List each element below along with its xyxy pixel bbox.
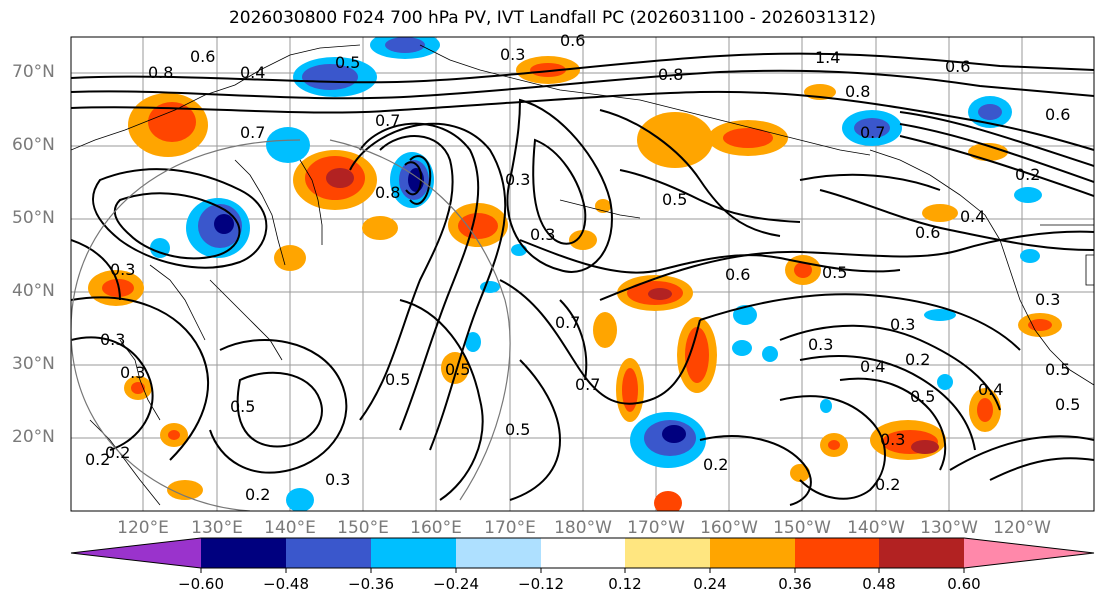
contour-label: 0.3 bbox=[500, 45, 525, 64]
lon-label: 180°W bbox=[554, 518, 612, 538]
colorbar bbox=[70, 537, 1095, 573]
colorbar-tick-label: −0.12 bbox=[518, 575, 564, 593]
lat-label: 50°N bbox=[12, 208, 55, 228]
contour-label: 0.2 bbox=[1015, 165, 1040, 184]
colorbar-extend-low bbox=[71, 538, 201, 568]
contour-label: 0.5 bbox=[385, 370, 410, 389]
contour-label: 0.5 bbox=[230, 397, 255, 416]
colorbar-tick-label: −0.60 bbox=[178, 575, 224, 593]
contour-label: 0.3 bbox=[325, 470, 350, 489]
contour-label: 0.5 bbox=[1055, 395, 1080, 414]
lat-label: 60°N bbox=[12, 135, 55, 155]
map-title: 2026030800 F024 700 hPa PV, IVT Landfall… bbox=[228, 8, 876, 28]
contour-label: 0.2 bbox=[105, 443, 130, 462]
map-frame bbox=[70, 36, 1095, 512]
contour-label: 0.4 bbox=[960, 207, 985, 226]
colorbar-tick-label: −0.48 bbox=[263, 575, 309, 593]
lon-label: 150°E bbox=[337, 518, 389, 538]
colorbar-segment bbox=[710, 538, 795, 568]
contour-label: 0.8 bbox=[845, 82, 870, 101]
contour-label: 0.5 bbox=[335, 53, 360, 72]
contour-label: 0.5 bbox=[662, 190, 687, 209]
contour-label: 0.3 bbox=[110, 260, 135, 279]
contour-label: 0.8 bbox=[658, 65, 683, 84]
colorbar-segment bbox=[625, 538, 710, 568]
contour-label: 0.7 bbox=[860, 123, 885, 142]
colorbar-tick-label: 0.60 bbox=[947, 575, 981, 593]
contour-label: 0.5 bbox=[445, 360, 470, 379]
contour-label: 0.8 bbox=[375, 183, 400, 202]
lat-label: 40°N bbox=[12, 281, 55, 301]
lon-label: 140°E bbox=[264, 518, 316, 538]
contour-label: 0.6 bbox=[190, 47, 215, 66]
contour-label: 0.3 bbox=[880, 430, 905, 449]
contour-label: 0.2 bbox=[85, 450, 110, 469]
contour-label: 0.2 bbox=[703, 455, 728, 474]
colorbar-tick-label: 0.36 bbox=[778, 575, 812, 593]
lon-label: 160°W bbox=[700, 518, 758, 538]
colorbar-tick-label: 0.12 bbox=[608, 575, 642, 593]
contour-labels: 0.8 0.6 0.4 0.5 0.3 0.7 0.6 1.4 0.8 0.6 … bbox=[85, 31, 1080, 504]
lon-label: 130°E bbox=[191, 518, 243, 538]
contour-label: 0.5 bbox=[1045, 360, 1070, 379]
contour-label: 0.4 bbox=[860, 357, 885, 376]
lon-label: 160°E bbox=[410, 518, 462, 538]
contour-label: 0.3 bbox=[100, 330, 125, 349]
colorbar-segment bbox=[201, 538, 286, 568]
contour-label: 0.7 bbox=[575, 375, 600, 394]
contour-label: 0.5 bbox=[505, 420, 530, 439]
colorbar-tick-label: −0.24 bbox=[433, 575, 479, 593]
lon-label: 170°W bbox=[627, 518, 685, 538]
ivt-contours bbox=[71, 52, 1094, 506]
lon-label: 170°E bbox=[484, 518, 536, 538]
contour-label: 0.7 bbox=[375, 111, 400, 130]
contour-label: 0.2 bbox=[905, 350, 930, 369]
colorbar-tick-label: −0.36 bbox=[348, 575, 394, 593]
colorbar-extend-high bbox=[964, 538, 1094, 568]
contour-label: 1.4 bbox=[815, 48, 840, 67]
contour-label: 0.3 bbox=[505, 170, 530, 189]
contour-label: 0.3 bbox=[808, 335, 833, 354]
contour-label: 0.3 bbox=[530, 225, 555, 244]
lat-label: 20°N bbox=[12, 427, 55, 447]
contour-label: 0.2 bbox=[245, 485, 270, 504]
contour-label: 0.4 bbox=[240, 63, 265, 82]
colorbar-tick-label: 0.24 bbox=[693, 575, 727, 593]
lon-label: 120°E bbox=[117, 518, 169, 538]
contour-label: 0.7 bbox=[555, 313, 580, 332]
lon-label: 130°W bbox=[920, 518, 978, 538]
contour-label: 0.5 bbox=[910, 387, 935, 406]
colorbar-segment bbox=[286, 538, 371, 568]
lon-label: 120°W bbox=[993, 518, 1051, 538]
contour-label: 0.4 bbox=[978, 380, 1003, 399]
lat-label: 70°N bbox=[12, 62, 55, 82]
colorbar-segment bbox=[879, 538, 964, 568]
colorbar-segment bbox=[795, 538, 879, 568]
contour-label: 0.3 bbox=[120, 363, 145, 382]
contour-label: 0.6 bbox=[725, 265, 750, 284]
contour-label: 0.3 bbox=[1035, 290, 1060, 309]
lon-label: 150°W bbox=[773, 518, 831, 538]
contour-label: 0.3 bbox=[890, 315, 915, 334]
contour-label: 0.5 bbox=[822, 263, 847, 282]
contour-label: 0.6 bbox=[560, 31, 585, 50]
contour-label: 0.6 bbox=[915, 223, 940, 242]
contour-label: 0.6 bbox=[945, 57, 970, 76]
contour-label: 0.8 bbox=[148, 63, 173, 82]
contour-label: 0.6 bbox=[1045, 105, 1070, 124]
colorbar-segment bbox=[541, 538, 625, 568]
lat-label: 30°N bbox=[12, 354, 55, 374]
colorbar-segment bbox=[371, 538, 456, 568]
colorbar-segment bbox=[456, 538, 541, 568]
colorbar-tick-label: 0.48 bbox=[862, 575, 896, 593]
contour-label: 0.2 bbox=[875, 475, 900, 494]
lon-label: 140°W bbox=[847, 518, 905, 538]
contour-label: 0.7 bbox=[240, 123, 265, 142]
